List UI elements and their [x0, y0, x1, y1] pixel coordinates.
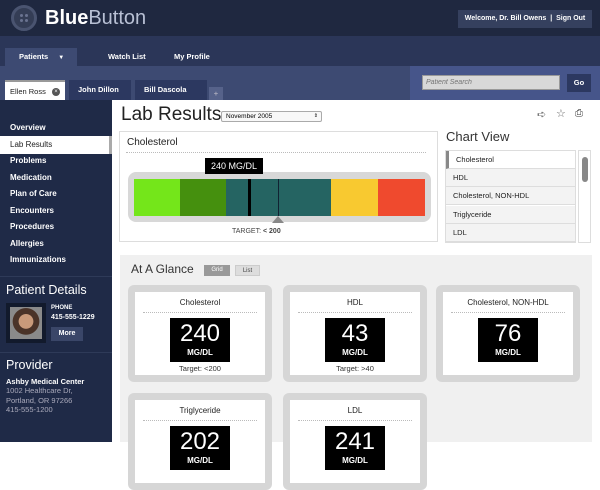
card-title: LDL [347, 406, 363, 415]
patient-photo [6, 303, 46, 343]
glance-card[interactable]: Cholesterol, NON-HDL 76 MG/DL [436, 285, 580, 382]
share-icon[interactable]: ➪ [537, 109, 547, 121]
card-value-box: 76 MG/DL [478, 318, 538, 362]
gauge-panel: Cholesterol 240 MG/DL TARGET: < 200 [119, 131, 438, 242]
sign-out-link[interactable]: Sign Out [556, 15, 586, 22]
sidebar-item-allergies[interactable]: Allergies [10, 239, 44, 248]
star-icon[interactable]: ☆ [556, 108, 566, 120]
chart-view-item-cholesterol[interactable]: Cholesterol [446, 151, 575, 169]
divider [0, 352, 112, 353]
patient-phone: 415-555-1229 [51, 314, 95, 321]
patient-details-title: Patient Details [6, 283, 87, 297]
sidebar-item-lab-results[interactable]: Lab Results [0, 136, 112, 154]
welcome-text: Welcome, Dr. Bill Owens [464, 15, 547, 22]
glance-card[interactable]: Cholesterol 240 MG/DL Target: <200 [128, 285, 272, 382]
patient-search-input[interactable] [422, 75, 560, 90]
card-title: Cholesterol [179, 298, 221, 307]
button-logo-icon [11, 5, 37, 31]
logo[interactable]: BlueButton [45, 7, 147, 29]
sidebar-item-overview[interactable]: Overview [10, 123, 46, 132]
page-title: Lab Results [121, 104, 222, 125]
chart-view-item-ldl[interactable]: LDL [446, 224, 575, 242]
date-select[interactable]: November 2005 ⇕ [221, 111, 322, 122]
patient-tab-ellen-ross[interactable]: Ellen Ross × [5, 80, 65, 100]
gauge-target: TARGET: < 200 [232, 228, 281, 235]
sidebar-item-medication[interactable]: Medication [10, 173, 52, 182]
card-value-box: 240 MG/DL [170, 318, 230, 362]
gauge-segment [378, 179, 425, 216]
list-view-button[interactable]: List [235, 265, 260, 276]
gauge-value-label: 240 MG/DL [205, 158, 263, 174]
sidebar-item-plan-of-care[interactable]: Plan of Care [10, 189, 57, 198]
divider [0, 276, 112, 277]
grid-view-button[interactable]: Grid [204, 265, 230, 276]
sidebar-item-problems[interactable]: Problems [10, 156, 47, 165]
nav-watch-list[interactable]: Watch List [108, 52, 146, 61]
card-target: Target: <200 [179, 364, 221, 373]
header: BlueButton Welcome, Dr. Bill Owens | Sig… [0, 0, 600, 36]
search-area: Go [410, 66, 600, 100]
provider-title: Provider [6, 358, 53, 372]
sidebar-item-encounters[interactable]: Encounters [10, 206, 55, 215]
sidebar-item-immunizations[interactable]: Immunizations [10, 255, 67, 264]
chart-view-title: Chart View [446, 129, 510, 144]
provider-address: 1002 Healthcare Dr, Portland, OR 97266 415… [6, 386, 73, 414]
gauge-segment [331, 179, 378, 216]
scrollbar[interactable] [578, 150, 591, 243]
main-nav: Patients ▼ Watch List My Profile [0, 36, 600, 66]
add-tab-button[interactable]: + [209, 87, 223, 100]
more-button[interactable]: More [51, 327, 83, 341]
glance-card[interactable]: HDL 43 MG/DL Target: >40 [283, 285, 427, 382]
gauge-segment [180, 179, 226, 216]
patient-tab-bill-dascola[interactable]: Bill Dascola [135, 80, 207, 100]
card-value-box: 202 MG/DL [170, 426, 230, 470]
chart-view-item-hdl[interactable]: HDL [446, 169, 575, 187]
user-bar: Welcome, Dr. Bill Owens | Sign Out [458, 10, 592, 28]
card-title: HDL [346, 298, 363, 307]
sidebar: Overview Lab Results Problems Medication… [0, 100, 112, 442]
at-a-glance-title: At A Glance [131, 262, 194, 276]
nav-my-profile[interactable]: My Profile [174, 52, 210, 61]
select-arrows-icon: ⇕ [313, 113, 318, 119]
chart-view-item-triglyceride[interactable]: Triglyceride [446, 206, 575, 224]
chart-view-item-cholesterol-non-hdl[interactable]: Cholesterol, NON-HDL [446, 187, 575, 205]
patient-tab-john-dillon[interactable]: John Dillon [69, 80, 131, 100]
nav-patients[interactable]: Patients ▼ [5, 48, 77, 66]
chart-view-list [445, 150, 576, 243]
gauge-segment [134, 179, 180, 216]
phone-label: PHONE [51, 305, 73, 311]
target-triangle-icon [272, 216, 284, 223]
chevron-down-icon: ▼ [58, 55, 65, 61]
card-value-box: 43 MG/DL [325, 318, 385, 362]
card-title: Triglyceride [179, 406, 221, 415]
gauge-title: Cholesterol [127, 137, 178, 148]
provider-name: Ashby Medical Center [6, 377, 85, 386]
card-value-box: 241 MG/DL [325, 426, 385, 470]
sidebar-item-procedures[interactable]: Procedures [10, 222, 55, 231]
gauge-tick [278, 179, 279, 216]
gauge-marker [248, 179, 251, 216]
go-button[interactable]: Go [567, 74, 591, 92]
close-icon[interactable]: × [52, 88, 60, 96]
print-icon[interactable]: ⎙ [575, 108, 583, 119]
card-title: Cholesterol, NON-HDL [467, 298, 549, 307]
card-target: Target: >40 [336, 364, 374, 373]
